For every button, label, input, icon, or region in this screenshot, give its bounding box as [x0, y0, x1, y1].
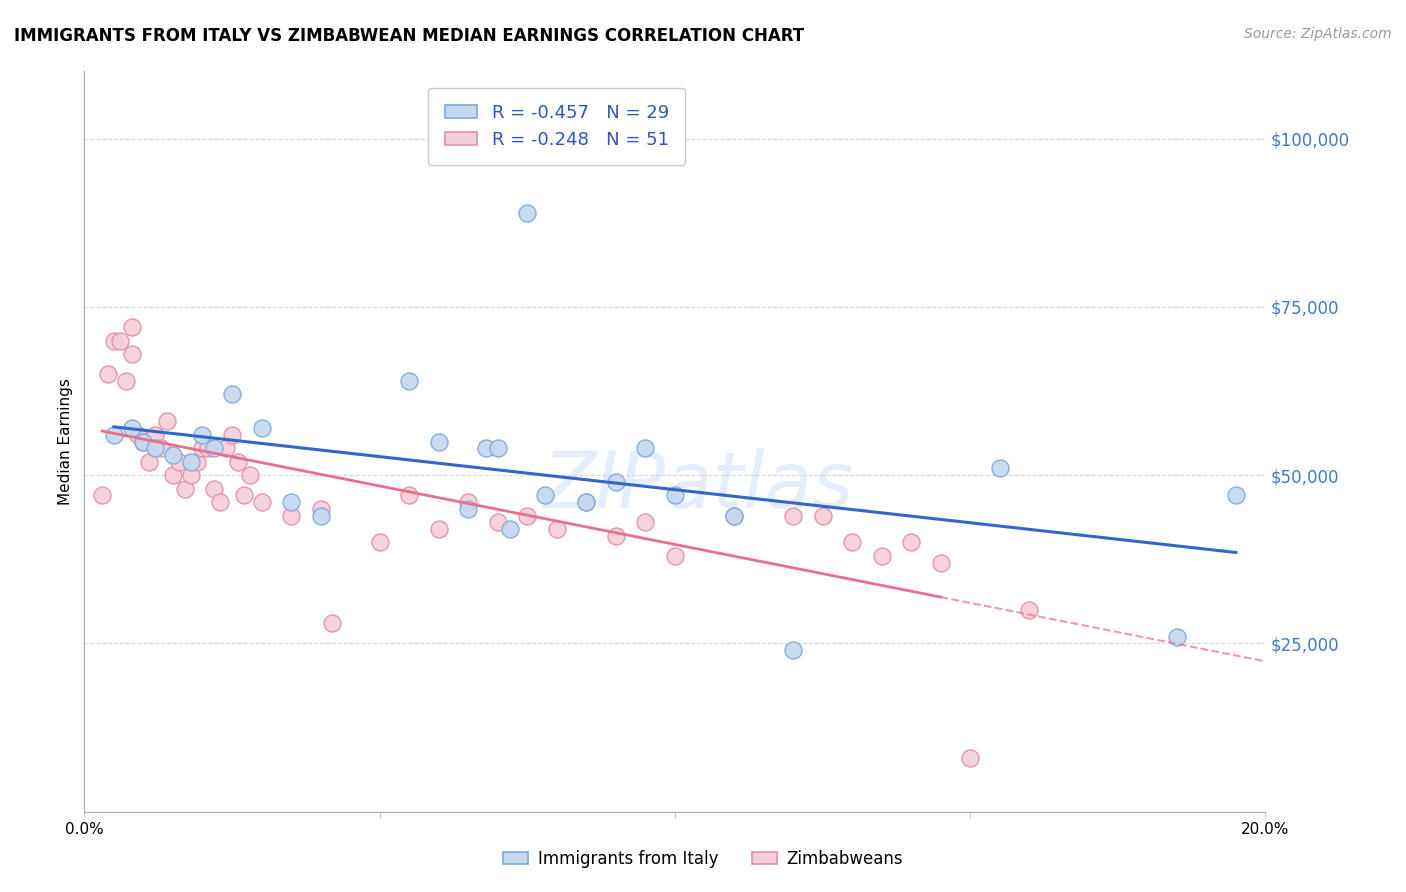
Point	[280, 495, 302, 509]
Point	[575, 495, 598, 509]
Point	[634, 516, 657, 530]
Point	[156, 414, 179, 428]
Point	[250, 421, 273, 435]
Point	[321, 616, 343, 631]
Point	[309, 508, 332, 523]
Point	[127, 427, 149, 442]
Point	[546, 522, 568, 536]
Point	[605, 475, 627, 489]
Point	[180, 455, 202, 469]
Point	[221, 387, 243, 401]
Point	[239, 468, 262, 483]
Point	[900, 535, 922, 549]
Point	[191, 427, 214, 442]
Point	[811, 508, 834, 523]
Point	[929, 556, 952, 570]
Point	[250, 495, 273, 509]
Point	[870, 549, 893, 563]
Point	[103, 427, 125, 442]
Point	[475, 442, 498, 456]
Point	[162, 448, 184, 462]
Point	[516, 205, 538, 219]
Point	[173, 482, 195, 496]
Point	[516, 508, 538, 523]
Point	[132, 434, 155, 449]
Point	[108, 334, 131, 348]
Text: Source: ZipAtlas.com: Source: ZipAtlas.com	[1244, 27, 1392, 41]
Point	[143, 442, 166, 456]
Y-axis label: Median Earnings: Median Earnings	[58, 378, 73, 505]
Point	[575, 495, 598, 509]
Point	[226, 455, 249, 469]
Point	[427, 522, 450, 536]
Legend: Immigrants from Italy, Zimbabweans: Immigrants from Italy, Zimbabweans	[496, 844, 910, 875]
Legend: R = -0.457   N = 29, R = -0.248   N = 51: R = -0.457 N = 29, R = -0.248 N = 51	[429, 87, 685, 165]
Point	[309, 501, 332, 516]
Point	[132, 434, 155, 449]
Point	[457, 495, 479, 509]
Point	[486, 442, 509, 456]
Point	[186, 455, 208, 469]
Point	[534, 488, 557, 502]
Point	[605, 529, 627, 543]
Point	[97, 368, 120, 382]
Point	[457, 501, 479, 516]
Point	[103, 334, 125, 348]
Point	[427, 434, 450, 449]
Text: ZIPatlas: ZIPatlas	[543, 448, 853, 524]
Point	[143, 427, 166, 442]
Point	[138, 455, 160, 469]
Point	[398, 374, 420, 388]
Point	[664, 549, 686, 563]
Point	[215, 442, 238, 456]
Point	[368, 535, 391, 549]
Point	[782, 643, 804, 657]
Point	[664, 488, 686, 502]
Point	[232, 488, 254, 502]
Point	[988, 461, 1011, 475]
Point	[1018, 603, 1040, 617]
Point	[180, 468, 202, 483]
Point	[121, 421, 143, 435]
Point	[398, 488, 420, 502]
Point	[486, 516, 509, 530]
Point	[841, 535, 863, 549]
Point	[202, 482, 225, 496]
Point	[114, 374, 136, 388]
Point	[121, 320, 143, 334]
Point	[221, 427, 243, 442]
Point	[1225, 488, 1247, 502]
Point	[150, 442, 173, 456]
Point	[1166, 630, 1188, 644]
Point	[91, 488, 114, 502]
Point	[959, 751, 981, 765]
Point	[202, 442, 225, 456]
Point	[634, 442, 657, 456]
Point	[782, 508, 804, 523]
Point	[280, 508, 302, 523]
Point	[121, 347, 143, 361]
Point	[162, 468, 184, 483]
Point	[723, 508, 745, 523]
Point	[191, 442, 214, 456]
Point	[197, 442, 219, 456]
Point	[167, 455, 190, 469]
Point	[498, 522, 520, 536]
Text: IMMIGRANTS FROM ITALY VS ZIMBABWEAN MEDIAN EARNINGS CORRELATION CHART: IMMIGRANTS FROM ITALY VS ZIMBABWEAN MEDI…	[14, 27, 804, 45]
Point	[209, 495, 232, 509]
Point	[723, 508, 745, 523]
